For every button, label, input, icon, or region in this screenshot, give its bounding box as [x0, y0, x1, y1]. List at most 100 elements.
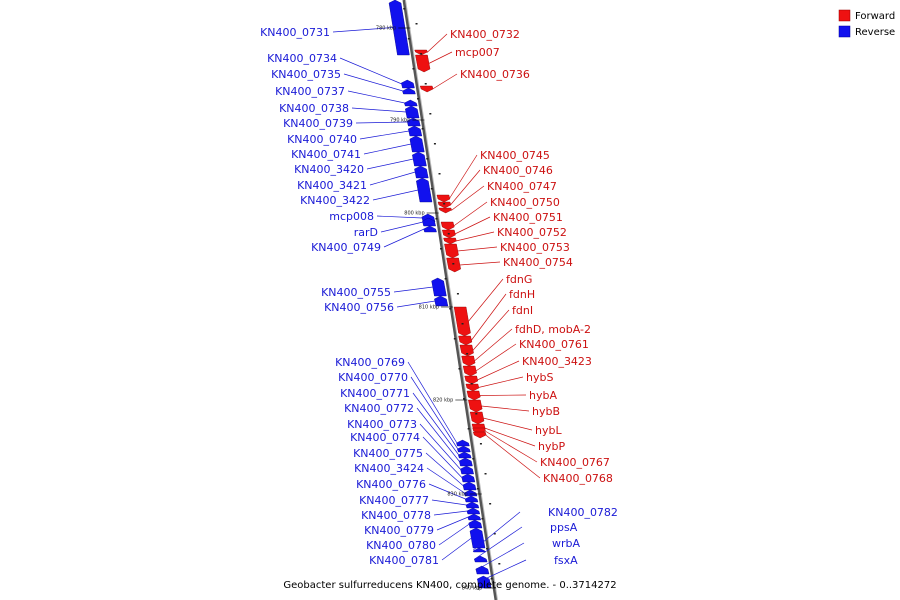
gene-label-rev[interactable]: rarD — [354, 226, 378, 239]
gene-block-kn400-0771[interactable] — [458, 451, 472, 459]
gene-block-kn400-0746[interactable] — [437, 201, 452, 209]
gene-block-kn400-0737[interactable] — [404, 99, 418, 107]
gene-label-rev[interactable]: KN400_0769 — [335, 356, 405, 369]
gene-label-rev[interactable]: KN400_0782 — [548, 506, 618, 519]
gene-label-fwd[interactable]: fdnH — [509, 288, 535, 301]
gene-label-fwd[interactable]: KN400_0768 — [543, 472, 613, 485]
gene-block-kn400-0770[interactable] — [457, 445, 471, 453]
gene-block-fdng[interactable] — [453, 306, 471, 337]
gene-label-fwd[interactable]: KN400_0761 — [519, 338, 589, 351]
gene-label-rev[interactable]: mcp008 — [329, 210, 374, 223]
gene-label-rev[interactable]: ppsA — [550, 521, 578, 534]
gene-label-fwd[interactable]: KN400_0767 — [540, 456, 610, 469]
gene-label-fwd[interactable]: KN400_0732 — [450, 28, 520, 41]
gene-block-fdhd-moba-2[interactable] — [461, 355, 476, 367]
gene-block-kn400-0741[interactable] — [409, 135, 425, 153]
gene-label-fwd[interactable]: KN400_0745 — [480, 149, 550, 162]
gene-block-mcp007[interactable] — [415, 54, 431, 73]
gene-label-fwd[interactable]: KN400_0753 — [500, 241, 570, 254]
gene-label-rev[interactable]: KN400_0772 — [344, 402, 414, 415]
gene-label-rev[interactable]: KN400_0735 — [271, 68, 341, 81]
gene-label-rev[interactable]: KN400_0734 — [267, 52, 337, 65]
gene-block-kn400-0781[interactable] — [469, 527, 486, 549]
gene-block-kn400-0732[interactable] — [414, 49, 428, 56]
gene-label-fwd[interactable]: hybB — [532, 405, 560, 418]
gene-block-kn400-0740[interactable] — [408, 125, 423, 137]
gene-label-fwd[interactable]: KN400_0750 — [490, 196, 560, 209]
gene-block-wrba[interactable] — [475, 565, 490, 575]
gene-block-kn400-0752[interactable] — [443, 237, 457, 245]
gene-block-kn400-0780[interactable] — [468, 519, 483, 529]
gene-label-rev[interactable]: KN400_0776 — [356, 478, 426, 491]
gene-label-fwd[interactable]: fdhD, mobA-2 — [515, 323, 591, 336]
gene-label-rev[interactable]: KN400_0780 — [366, 539, 436, 552]
gene-block-kn400-0776[interactable] — [464, 495, 479, 503]
gene-label-rev[interactable]: KN400_0731 — [260, 26, 330, 39]
gene-label-rev[interactable]: KN400_0749 — [311, 241, 381, 254]
gene-block-ppsa[interactable] — [474, 555, 488, 563]
gene-block-kn400-0754[interactable] — [446, 257, 461, 273]
gene-block-kn400-0756[interactable] — [434, 295, 449, 307]
gene-label-rev[interactable]: KN400_0779 — [364, 524, 434, 537]
gene-block-kn400-0747[interactable] — [438, 207, 452, 214]
gene-block-kn400-0749[interactable] — [423, 225, 437, 233]
gene-block-kn400-0735[interactable] — [402, 87, 416, 95]
gene-block-kn400-3421[interactable] — [414, 165, 429, 179]
gene-label-rev[interactable]: KN400_0756 — [324, 301, 394, 314]
gene-block-hybb[interactable] — [468, 399, 483, 413]
gene-label-fwd[interactable]: KN400_0746 — [483, 164, 553, 177]
gene-block-fsxa[interactable] — [477, 575, 492, 589]
gene-label-rev[interactable]: KN400_0781 — [369, 554, 439, 567]
gene-label-fwd[interactable]: KN400_0736 — [460, 68, 530, 81]
gene-block-rard[interactable] — [422, 217, 436, 227]
gene-block-kn400-0745[interactable] — [436, 194, 451, 203]
gene-label-rev[interactable]: KN400_3422 — [300, 194, 370, 207]
gene-label-rev[interactable]: KN400_0738 — [279, 102, 349, 115]
gene-block-kn400-0738[interactable] — [405, 105, 420, 119]
gene-block-kn400-0772[interactable] — [458, 457, 473, 467]
gene-block-kn400-0777[interactable] — [465, 501, 480, 509]
gene-label-fwd[interactable]: hybA — [529, 389, 557, 402]
gene-label-rev[interactable]: KN400_0741 — [291, 148, 361, 161]
gene-label-fwd[interactable]: mcp007 — [455, 46, 500, 59]
gene-block-kn400-0779[interactable] — [467, 513, 482, 521]
gene-block-hyba[interactable] — [466, 390, 481, 401]
gene-block-kn400-0775[interactable] — [462, 481, 477, 491]
gene-label-fwd[interactable]: fdnI — [512, 304, 533, 317]
gene-label-rev[interactable]: KN400_0778 — [361, 509, 431, 522]
gene-label-rev[interactable]: KN400_0777 — [359, 494, 429, 507]
gene-label-rev[interactable]: KN400_0770 — [338, 371, 408, 384]
gene-block-kn400-0731[interactable] — [388, 0, 410, 56]
gene-label-fwd[interactable]: hybS — [526, 371, 553, 384]
gene-label-rev[interactable]: KN400_3420 — [294, 163, 364, 176]
gene-label-fwd[interactable]: KN400_0754 — [503, 256, 573, 269]
gene-block-kn400-0774[interactable] — [461, 473, 476, 483]
gene-block-hybl[interactable] — [469, 411, 485, 425]
gene-block-kn400-0773[interactable] — [460, 465, 474, 475]
gene-label-rev[interactable]: fsxA — [554, 554, 578, 567]
gene-block-fdnh[interactable] — [458, 335, 473, 346]
gene-label-fwd[interactable]: hybL — [535, 424, 562, 437]
gene-label-rev[interactable]: KN400_0740 — [287, 133, 357, 146]
gene-block-kn400-3423[interactable] — [464, 375, 479, 385]
gene-label-fwd[interactable]: fdnG — [506, 273, 532, 286]
gene-block-kn400-3420[interactable] — [412, 151, 427, 167]
gene-block-kn400-0750[interactable] — [440, 221, 455, 231]
gene-block-kn400-3422[interactable] — [416, 177, 433, 203]
gene-block-kn400-0753[interactable] — [444, 243, 459, 259]
gene-label-rev[interactable]: KN400_0775 — [353, 447, 423, 460]
gene-label-rev[interactable]: KN400_3421 — [297, 179, 367, 192]
gene-label-rev[interactable]: KN400_0739 — [283, 117, 353, 130]
gene-label-fwd[interactable]: KN400_3423 — [522, 355, 592, 368]
gene-label-rev[interactable]: wrbA — [552, 537, 581, 550]
gene-label-rev[interactable]: KN400_0773 — [347, 418, 417, 431]
gene-block-kn400-0755[interactable] — [431, 277, 447, 297]
gene-label-rev[interactable]: KN400_0771 — [340, 387, 410, 400]
gene-block-hybs[interactable] — [465, 383, 480, 392]
gene-block-kn400-0768[interactable] — [472, 431, 487, 439]
gene-label-rev[interactable]: KN400_0755 — [321, 286, 391, 299]
gene-label-rev[interactable]: KN400_3424 — [354, 462, 424, 475]
gene-block-kn400-0734[interactable] — [401, 79, 415, 89]
gene-block-kn400-0778[interactable] — [466, 507, 481, 515]
gene-label-fwd[interactable]: KN400_0752 — [497, 226, 567, 239]
